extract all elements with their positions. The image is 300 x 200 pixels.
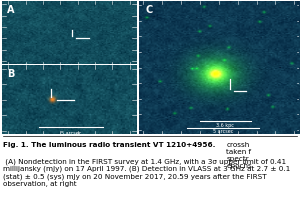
- Text: C: C: [145, 5, 152, 15]
- Text: B: B: [7, 69, 14, 79]
- Text: A: A: [7, 5, 14, 15]
- Text: crossh
taken f
spectr
epochs: crossh taken f spectr epochs: [226, 142, 252, 169]
- Text: 5 arcsec: 5 arcsec: [61, 131, 81, 136]
- Text: Fig. 1. The luminous radio transient VT 1210+4956.: Fig. 1. The luminous radio transient VT …: [3, 142, 215, 148]
- Text: 5 arcsec: 5 arcsec: [213, 129, 233, 134]
- Text: 3.6 kpc: 3.6 kpc: [216, 123, 234, 128]
- Text: (A) Nondetection in the FIRST survey at 1.4 GHz, with a 3σ upper limit of 0.41 m: (A) Nondetection in the FIRST survey at …: [3, 158, 290, 187]
